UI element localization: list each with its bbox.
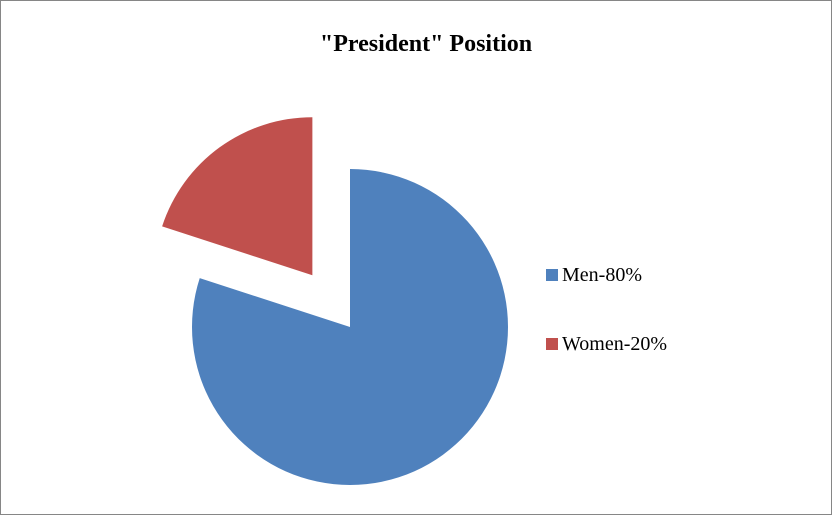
legend-swatch-men	[546, 269, 558, 281]
legend-swatch-women	[546, 338, 558, 350]
legend-label-men: Men-80%	[562, 263, 642, 286]
pie-slice-men	[192, 169, 509, 485]
legend-label-women: Women-20%	[562, 332, 668, 355]
legend-item-men: Men-80%	[546, 263, 642, 287]
pie-slice-women	[162, 117, 313, 276]
chart-title: "President" Position	[319, 31, 533, 57]
legend-item-women: Women-20%	[546, 332, 667, 356]
pie-slices	[162, 117, 509, 485]
